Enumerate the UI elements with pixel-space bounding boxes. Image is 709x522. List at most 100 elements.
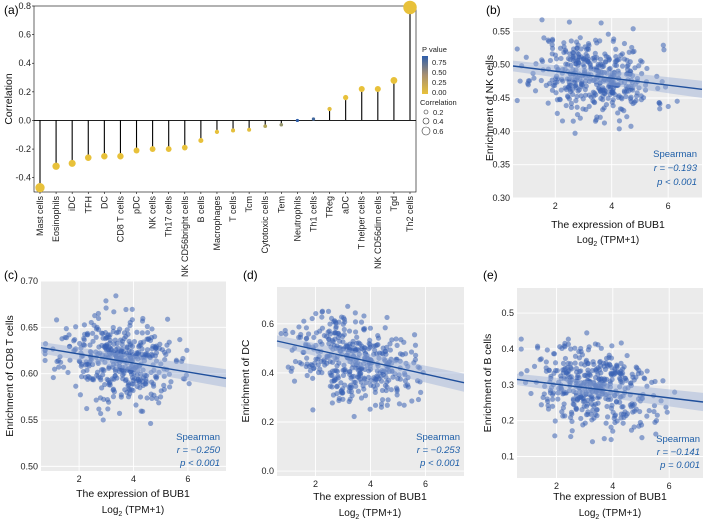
legend: P value 0.75 0.50 0.25 0.00 Correlation … [420,45,457,136]
y-tick-label: 0.0 [18,115,31,125]
scatter-point [563,390,569,396]
scatter-point [319,314,325,320]
scatter-point [614,418,620,424]
scatter-point [56,364,62,370]
scatter-point [609,343,615,349]
scatter-point [653,431,659,437]
scatter-point [593,67,600,73]
scatter-point [328,372,334,378]
scatter-point [313,330,320,336]
scatter-point [85,373,91,380]
scatter-point [644,65,650,72]
scatter-point [625,385,631,391]
scatter-point [637,419,643,426]
scatter-point [103,305,109,311]
lollipop-dot [403,0,417,15]
scatter-point [545,402,551,409]
scatter-point [84,367,90,373]
scatter-point [616,118,623,124]
x-axis-label: The expression of BUB1 [551,219,665,231]
scatter-point [134,383,140,390]
scatter-point [372,402,379,408]
scatter-point [604,403,610,410]
scatter-point [571,46,577,52]
scatter-point [587,372,593,378]
scatter-point [601,363,607,369]
scatter-point [111,309,117,315]
scatter-point [180,376,186,382]
scatter-point [122,387,128,393]
scatter-point [330,392,337,398]
scatter-point [331,342,337,348]
scatter-point [159,347,165,353]
scatter-point [567,379,574,385]
scatter-point [309,315,315,322]
scatter-point [644,413,650,419]
scatter-point [601,69,608,76]
scatter-point [562,365,568,371]
scatter-point [619,63,626,69]
scatter-point [657,106,663,112]
scatter-point [585,409,591,415]
scatter-point [313,356,319,362]
scatter-point [570,401,576,407]
scatter-point [387,341,393,347]
scatter-point [637,408,643,415]
scatter-point [184,347,190,353]
scatter-point [565,56,572,62]
scatter-point [127,368,134,375]
scatter-point [374,368,380,374]
scatter-point [71,338,77,344]
scatter-point [402,351,409,357]
scatter-point [366,341,372,347]
scatter-point [582,420,588,426]
plot-frame [33,5,417,193]
scatter-point [549,42,555,48]
scatter-point [606,354,612,361]
scatter-point [623,93,629,100]
x-tick-label: iDC [67,196,77,211]
scatter-point [549,392,556,398]
scatter-point [304,355,310,361]
scatter-point [58,359,64,365]
scatter-point [106,399,112,405]
scatter-point [621,56,628,62]
scatter-point [594,114,600,120]
x-tick-label: 4 [368,479,373,489]
scatter-point [99,330,105,336]
y-tick-label: 0.35 [492,160,510,170]
scatter-point [161,373,167,379]
scatter-point [580,398,586,405]
panel-label: (a) [4,3,19,17]
scatter-point [578,93,584,99]
y-tick-label: 0.1 [501,451,514,461]
plot-background [513,18,702,198]
scatter-point [140,408,146,414]
scatter-point [592,50,598,56]
scatter-point [130,357,136,363]
scatter-point [408,349,415,355]
x-tick-label: 6 [423,479,428,489]
x-axis-label: The expression of BUB1 [553,491,667,503]
scatter-point [665,103,671,110]
scatter-point [117,337,124,343]
scatter-point [570,388,577,394]
scatter-panel-b-cells: (e) 2 4 6 0.1 0.2 0.3 0.4 0.5 Enrichment of B c… [482,268,704,521]
scatter-point [138,342,144,348]
scatter-point [101,396,107,402]
scatter-point [149,334,155,341]
scatter-point [157,341,163,347]
scatter-point [134,329,140,335]
y-axis-label: Enrichment of NK cells [484,55,496,161]
x-tick-label: Eosinophils [51,196,61,243]
x-tick-label: NK CD56dim cells [373,196,383,270]
scatter-point [362,350,369,356]
scatter-point [573,406,580,412]
scatter-point [158,394,164,400]
lollipop-dot [327,106,332,112]
scatter-point [560,413,566,419]
scatter-point [578,393,584,399]
legend-p-tick: 0.75 [432,58,447,67]
scatter-point [95,359,101,365]
scatter-point [572,360,578,366]
